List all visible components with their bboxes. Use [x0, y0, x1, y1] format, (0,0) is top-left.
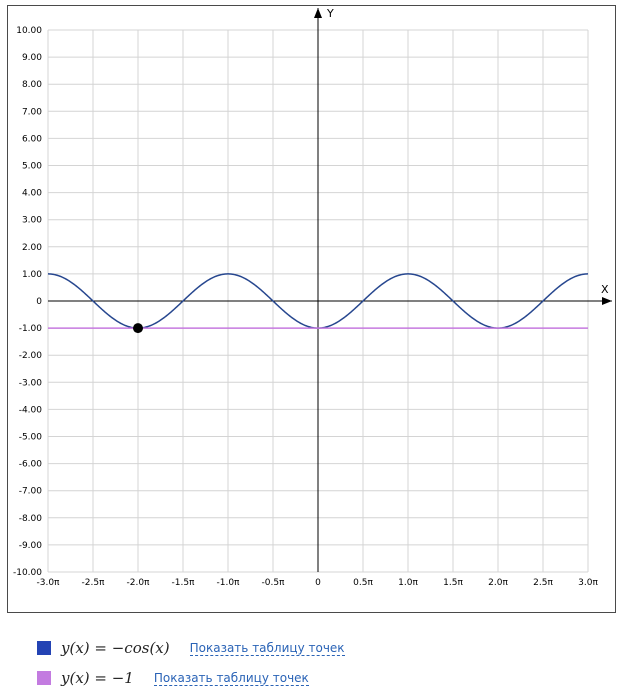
legend-swatch-const: [37, 671, 51, 685]
y-tick-label: 4.00: [22, 189, 42, 199]
y-tick-label: -10.00: [13, 568, 42, 578]
y-tick-label: 9.00: [22, 53, 42, 63]
chart-frame: Y X -3.0π -2.5π -2.0π -1.5π -1.0π -0.5π 0 0.5π 1.0…: [7, 5, 616, 613]
x-tick-label: 1.0π: [398, 578, 418, 588]
y-tick-label: -8.00: [19, 514, 43, 524]
y-tick-label: -5.00: [19, 433, 43, 443]
y-axis-arrow: [314, 8, 322, 18]
legend-item-const: y(x) = −1 Показать таблицу точек: [37, 668, 309, 688]
y-tick-label: -7.00: [19, 487, 43, 497]
y-tick-label: 7.00: [22, 107, 42, 117]
x-tick-label: 0.5π: [353, 578, 373, 588]
y-tick-label: 8.00: [22, 80, 42, 90]
y-tick-label: 3.00: [22, 216, 42, 226]
y-tick-label: -1.00: [19, 324, 43, 334]
legend-formula-const: y(x) = −1: [61, 669, 134, 687]
highlight-point: [133, 323, 143, 334]
x-tick-label: 3.0π: [578, 578, 598, 588]
y-tick-label: -2.00: [19, 351, 43, 361]
legend-item-cos: y(x) = −cos(x) Показать таблицу точек: [37, 638, 345, 658]
show-points-table-link-const[interactable]: Показать таблицу точек: [153, 670, 309, 686]
chart-plot: Y X -3.0π -2.5π -2.0π -1.5π -1.0π -0.5π 0 0.5π 1.0…: [13, 7, 612, 588]
legend-swatch-cos: [37, 641, 51, 655]
y-tick-label: -9.00: [19, 541, 43, 551]
y-tick-label: 6.00: [22, 134, 42, 144]
x-tick-label: 1.5π: [443, 578, 463, 588]
x-tick-label: -2.0π: [127, 578, 151, 588]
legend-formula-cos: y(x) = −cos(x): [61, 639, 170, 657]
x-tick-label: -2.5π: [82, 578, 106, 588]
y-tick-label: 0: [36, 297, 42, 307]
x-tick-label: 2.5π: [533, 578, 553, 588]
x-tick-label: 0: [315, 578, 321, 588]
x-tick-label: -1.0π: [217, 578, 241, 588]
y-tick-label: 1.00: [22, 270, 42, 280]
y-tick-label: 5.00: [22, 162, 42, 172]
y-tick-label: 10.00: [16, 26, 42, 36]
y-tick-label: 2.00: [22, 243, 42, 253]
x-tick-label: 2.0π: [488, 578, 508, 588]
y-axis-label: Y: [326, 7, 334, 20]
x-axis-label: X: [601, 283, 609, 296]
x-tick-label: -3.0π: [37, 578, 61, 588]
y-tick-label: -6.00: [19, 460, 43, 470]
x-axis-arrow: [602, 297, 612, 305]
show-points-table-link-cos[interactable]: Показать таблицу точек: [189, 640, 345, 656]
y-tick-label: -3.00: [19, 378, 43, 388]
x-tick-label: -1.5π: [172, 578, 196, 588]
y-tick-label: -4.00: [19, 405, 43, 415]
x-tick-label: -0.5π: [262, 578, 286, 588]
